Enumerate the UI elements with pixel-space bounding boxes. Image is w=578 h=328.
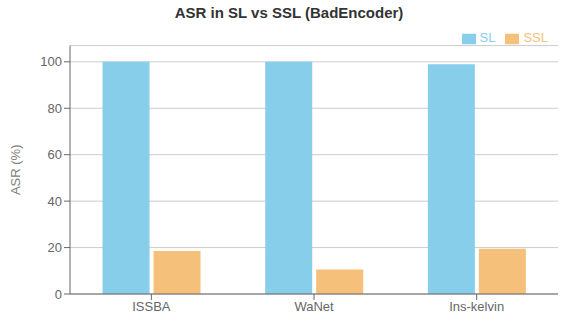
html-text:SL: SL [479,30,496,45]
svg-text:ISSBA: ISSBA [132,299,171,314]
html-text:SSL: SSL [523,30,548,45]
svg-text:0: 0 [55,287,62,302]
svg-text:ASR (%): ASR (%) [8,145,23,196]
svg-text:40: 40 [48,194,62,209]
svg-text:WaNet: WaNet [294,299,334,314]
html-text:ASR in SL vs SSL (BadEncoder): ASR in SL vs SSL (BadEncoder) [174,4,404,21]
svg-text:60: 60 [48,147,62,162]
svg-text:100: 100 [40,54,62,69]
svg-text:Ins-kelvin: Ins-kelvin [449,299,504,314]
svg-text:80: 80 [48,101,62,116]
svg-text:20: 20 [48,240,62,255]
